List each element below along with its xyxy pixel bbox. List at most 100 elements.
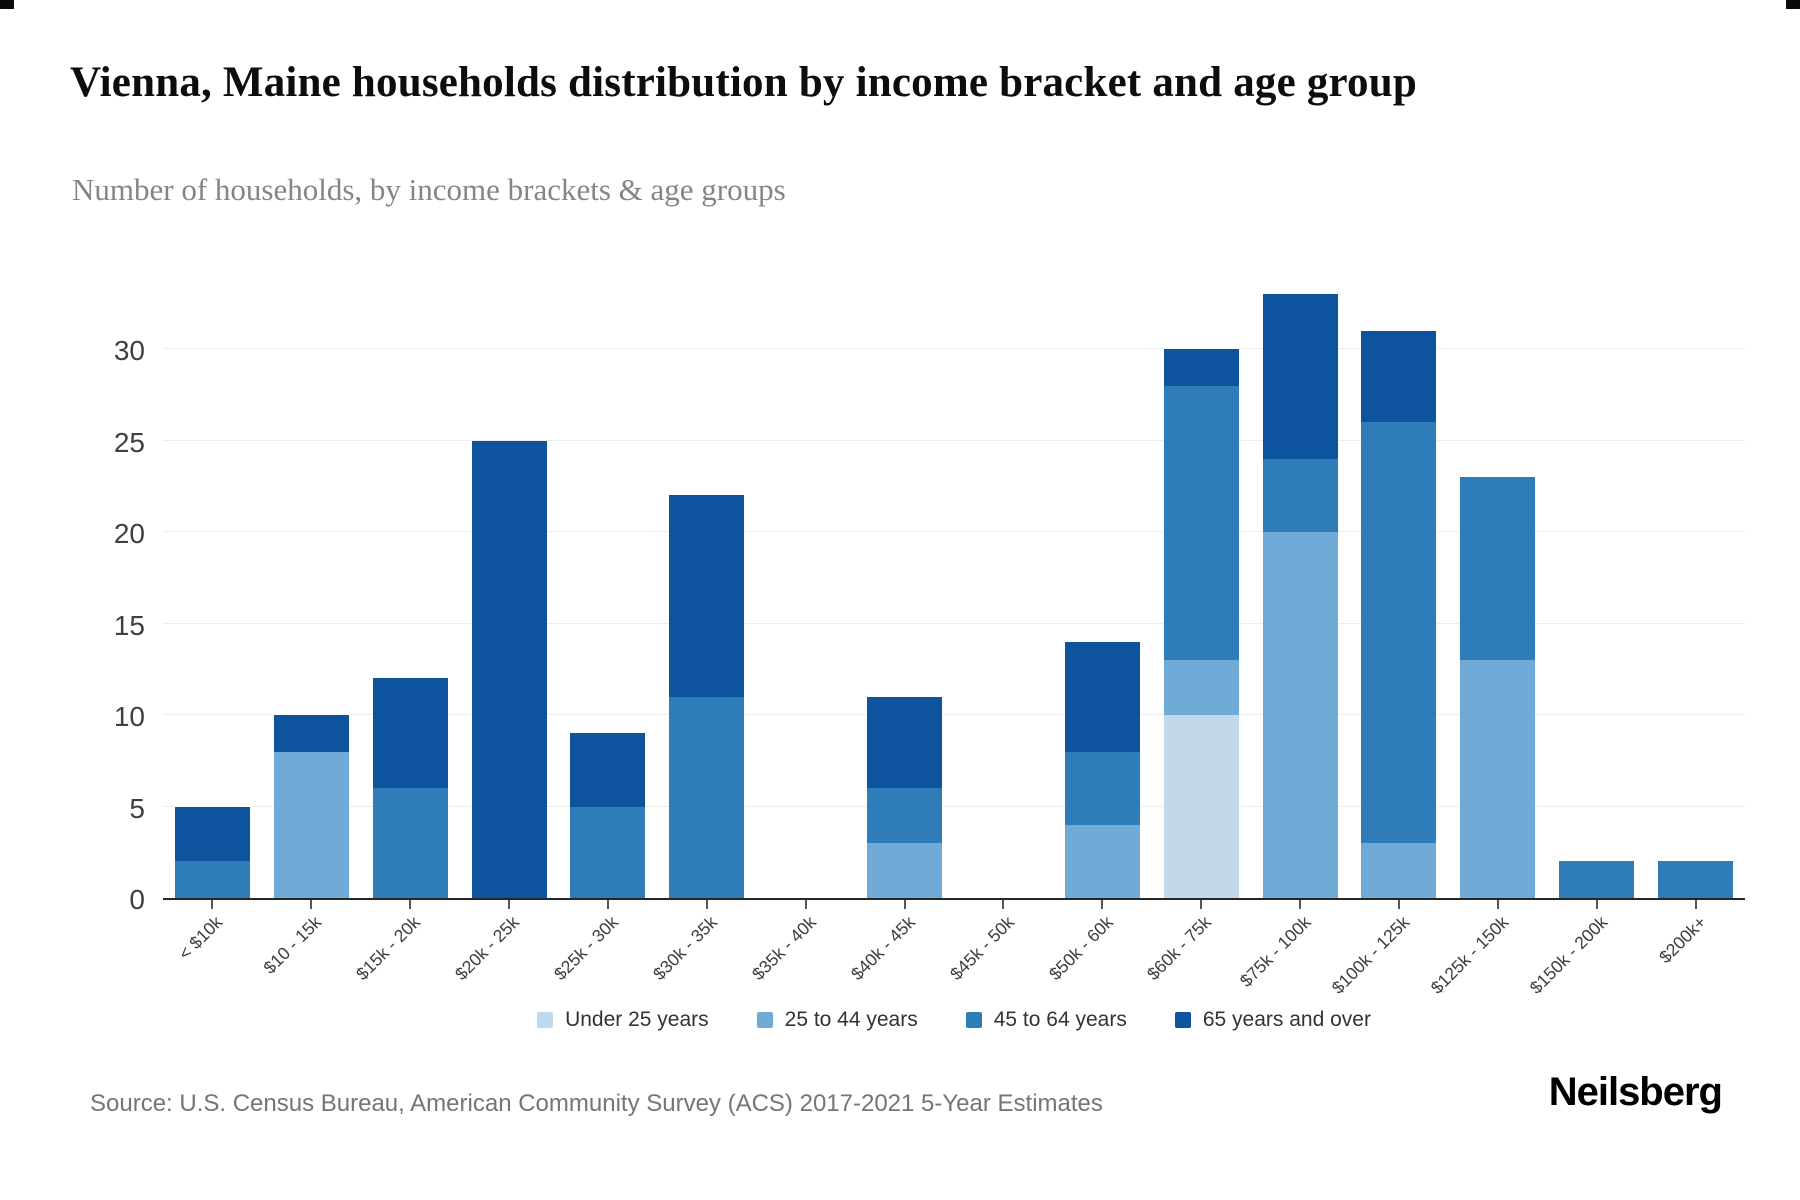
corner-mark-right	[1786, 0, 1800, 9]
y-axis-label-20: 20	[113, 518, 145, 549]
x-axis-label: $200k+	[1654, 912, 1710, 968]
x-axis-label: $30k - 35k	[649, 912, 721, 984]
category-slot: $60k - 75k	[1143, 280, 1251, 984]
bar-segment[interactable]	[669, 495, 745, 697]
stacked-bar-$100k - 125k[interactable]	[1361, 280, 1437, 898]
bar-segment[interactable]	[1262, 294, 1338, 459]
category-slot: $20k - 25k	[451, 280, 559, 984]
x-axis-label: $35k - 40k	[747, 912, 820, 984]
x-axis-tick	[903, 900, 906, 909]
bar-segment[interactable]	[1658, 861, 1734, 898]
bar-segment[interactable]	[1163, 715, 1239, 898]
category-slot: $50k - 60k	[1045, 280, 1152, 984]
category-slot: $40k - 45k	[847, 280, 954, 984]
stacked-bar-$60k - 75k[interactable]	[1163, 280, 1239, 898]
legend-item[interactable]: 45 to 64 years	[965, 1008, 1127, 1032]
bar-segment[interactable]	[1064, 751, 1140, 825]
y-axis-label-25: 25	[113, 426, 145, 458]
bar-segment[interactable]	[1460, 660, 1536, 898]
category-slot: $35k - 40k	[748, 280, 855, 984]
chart-subtitle: Number of households, by income brackets…	[72, 172, 786, 207]
legend-label: 45 to 64 years	[993, 1008, 1127, 1031]
bar-segment[interactable]	[372, 788, 448, 898]
bar-segment[interactable]	[372, 678, 448, 789]
bar-segment[interactable]	[867, 843, 943, 898]
legend-item[interactable]: 65 years and over	[1174, 1008, 1371, 1032]
legend-item[interactable]: 25 to 44 years	[756, 1008, 918, 1032]
x-axis-tick	[606, 900, 609, 909]
stacked-bar-$50k - 60k[interactable]	[1064, 280, 1140, 898]
bar-segment[interactable]	[273, 751, 349, 898]
category-slot: $200k+	[1646, 280, 1745, 967]
stacked-bar-$35k - 40k[interactable]	[768, 280, 843, 898]
stacked-bar-< $10k[interactable]	[174, 280, 250, 898]
x-axis-label: $100k - 125k	[1327, 912, 1414, 998]
bar-segment[interactable]	[867, 696, 943, 789]
stacked-bar-$200k+[interactable]	[1658, 280, 1734, 898]
legend-item[interactable]: Under 25 years	[537, 1008, 709, 1032]
stacked-bar-$15k - 20k[interactable]	[372, 280, 448, 898]
x-axis-label: $40k - 45k	[846, 912, 919, 984]
legend-swatch-icon	[756, 1012, 773, 1028]
bar-segment[interactable]	[669, 696, 745, 898]
bar-segment[interactable]	[174, 806, 250, 862]
plot-area: 0 5 10 15 20 25 30 < $10k $10 - 15k $15k - 20k $20…	[114, 280, 1745, 998]
bar-segment[interactable]	[1262, 458, 1338, 532]
chart-title: Vienna, Maine households distribution by…	[70, 59, 1417, 106]
x-axis-label: $150k - 200k	[1525, 912, 1611, 998]
bar-segment[interactable]	[1361, 422, 1437, 844]
corner-mark-left	[0, 0, 14, 9]
bar-segment[interactable]	[1163, 385, 1239, 661]
x-axis-tick	[310, 900, 313, 909]
legend: Under 25 years 25 to 44 years 45 to 64 yea…	[163, 1008, 1745, 1032]
bar-segment[interactable]	[273, 715, 349, 752]
stacked-bar-$150k - 200k[interactable]	[1559, 280, 1635, 898]
x-axis-label: $25k - 30k	[550, 912, 623, 984]
x-axis-label: $60k - 75k	[1143, 912, 1216, 984]
x-axis-label: $20k - 25k	[451, 912, 524, 984]
stacked-bar-$40k - 45k[interactable]	[867, 280, 943, 898]
category-slot: $45k - 50k	[946, 280, 1053, 984]
category-slot: < $10k	[163, 280, 262, 964]
stacked-bar-$125k - 150k[interactable]	[1460, 280, 1536, 898]
category-slot: $100k - 125k	[1327, 280, 1449, 998]
category-slot: $25k - 30k	[550, 280, 658, 984]
bar-segment[interactable]	[867, 788, 943, 844]
bar-segment[interactable]	[570, 733, 646, 807]
bar-segment[interactable]	[1163, 349, 1239, 386]
x-axis-tick	[1397, 900, 1400, 909]
y-axis-label-10: 10	[113, 701, 145, 732]
stacked-bar-$75k - 100k[interactable]	[1262, 280, 1338, 898]
x-axis-tick	[1101, 900, 1104, 909]
stacked-bar-$20k - 25k[interactable]	[471, 280, 547, 898]
bar-segment[interactable]	[1064, 641, 1140, 752]
category-slot: $75k - 100k	[1235, 280, 1350, 991]
stacked-bar-$25k - 30k[interactable]	[570, 280, 646, 898]
bar-segment[interactable]	[1064, 824, 1140, 898]
bar-segment[interactable]	[1559, 861, 1635, 898]
category-slot: $125k - 150k	[1426, 280, 1547, 998]
stacked-bar-$30k - 35k[interactable]	[669, 280, 745, 898]
legend-label: 25 to 44 years	[784, 1008, 918, 1031]
bar-segment[interactable]	[570, 806, 646, 898]
bar-segment[interactable]	[1262, 532, 1338, 898]
gridline-10	[163, 714, 1745, 715]
bar-segment[interactable]	[174, 861, 250, 898]
bar-segment[interactable]	[1163, 660, 1239, 715]
stacked-bar-$45k - 50k[interactable]	[966, 280, 1041, 898]
stacked-bar-$10 - 15k[interactable]	[273, 280, 349, 898]
bar-segment[interactable]	[471, 440, 547, 898]
x-axis-label: < $10k	[174, 912, 227, 964]
x-axis-label: $125k - 150k	[1426, 912, 1512, 998]
legend-label: 65 years and over	[1202, 1008, 1371, 1031]
x-axis-tick	[1595, 900, 1598, 909]
legend-label: Under 25 years	[565, 1008, 709, 1031]
bar-segment[interactable]	[1460, 477, 1536, 661]
bar-segment[interactable]	[1361, 843, 1437, 898]
x-axis-label: $10 - 15k	[259, 912, 326, 978]
bar-segment[interactable]	[1361, 330, 1437, 423]
gridline-25	[163, 439, 1745, 441]
x-axis-tick	[211, 900, 214, 909]
x-axis-tick	[508, 900, 511, 909]
legend-swatch-icon	[965, 1012, 982, 1028]
